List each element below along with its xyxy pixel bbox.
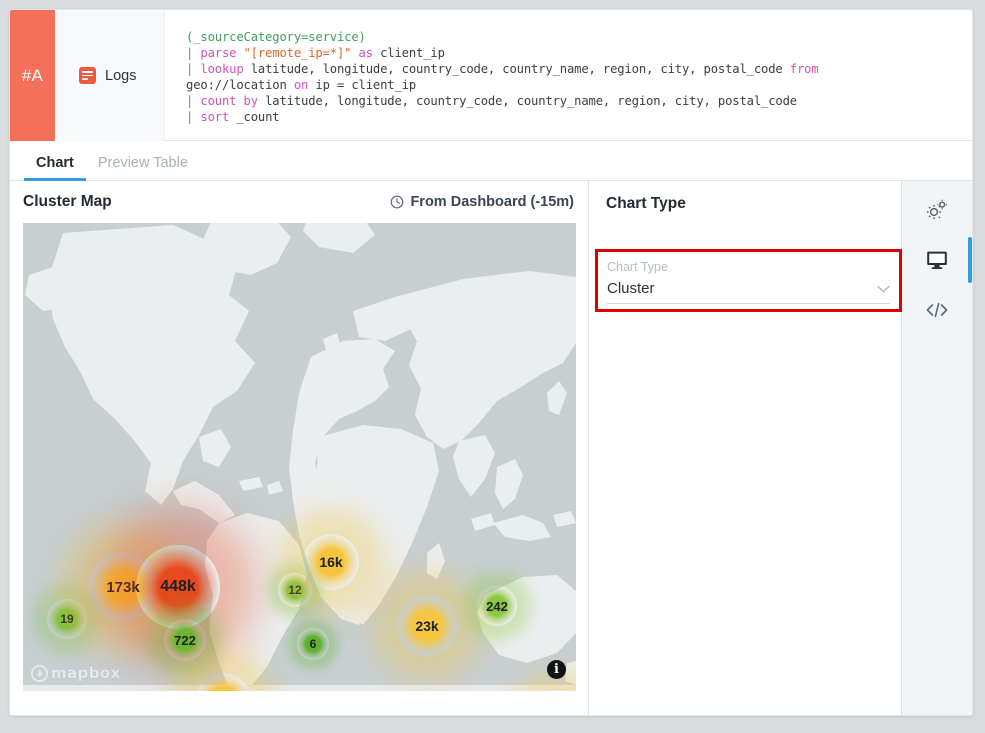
mapbox-wordmark: mapbox [51, 664, 121, 682]
gears-icon [926, 199, 947, 220]
rail-button-settings[interactable] [902, 185, 972, 235]
map-cluster-bubble[interactable]: 16k [303, 534, 359, 590]
rail-button-code[interactable] [902, 285, 972, 335]
chevron-down-icon [877, 285, 890, 292]
map-cluster-label: 173k [106, 578, 140, 596]
query-line-4: geo://location on ip = client_ip [186, 78, 416, 93]
map-cluster-label: 16k [319, 554, 343, 570]
logs-icon [79, 67, 96, 84]
chart-config-pane: Chart Type Chart Type Cluster [589, 181, 902, 715]
cluster-map[interactable]: 19173k448k72214k1216k623k2425.2k mapbox … [23, 223, 576, 691]
map-cluster-label: 19 [60, 612, 74, 626]
chart-type-highlight: Chart Type Cluster [595, 249, 902, 312]
rail-button-display[interactable] [902, 235, 972, 285]
map-cluster-bubble[interactable]: 12 [278, 573, 312, 607]
result-tabs: Chart Preview Table [10, 141, 972, 181]
code-brackets-icon [926, 302, 948, 318]
map-cluster-label: 23k [415, 618, 439, 634]
chart-title: Cluster Map [23, 193, 112, 210]
map-cluster-label: 722 [174, 632, 196, 648]
mapbox-attribution[interactable]: mapbox [31, 664, 121, 682]
map-cluster-label: 242 [486, 598, 508, 614]
clock-icon [391, 195, 404, 209]
mapbox-logo-icon [31, 664, 48, 682]
panel-icon-rail [902, 181, 972, 715]
map-cluster-label: 6 [309, 637, 317, 651]
map-cluster-bubble[interactable]: 722 [164, 619, 206, 661]
query-line-3: | lookup latitude, longitude, country_co… [186, 62, 819, 77]
map-cluster-bubble[interactable]: 448k [136, 545, 220, 629]
query-line-5: | count by latitude, longitude, country_… [186, 94, 797, 109]
query-source-selector[interactable]: Logs [55, 10, 165, 141]
query-bar: #A Logs (_sourceCategory=service) | pars… [10, 10, 972, 141]
map-cluster-bubble[interactable]: 242 [477, 586, 517, 626]
query-line-1: (_sourceCategory=service) [186, 30, 366, 44]
map-cluster-label: 12 [288, 583, 302, 597]
config-heading: Chart Type [606, 195, 686, 212]
info-icon[interactable]: i [547, 660, 566, 679]
chart-type-value: Cluster [607, 280, 655, 297]
map-cluster-bubble[interactable]: 6 [297, 628, 329, 660]
chart-type-field-label: Chart Type [607, 260, 668, 274]
tab-chart[interactable]: Chart [24, 155, 86, 181]
query-line-2: | parse "[remote_ip=*]" as client_ip [186, 46, 445, 61]
search-result-card: #A Logs (_sourceCategory=service) | pars… [9, 9, 973, 716]
chart-header: Cluster Map From Dashboard (-15m) [10, 181, 588, 223]
tab-preview-table[interactable]: Preview Table [97, 155, 188, 171]
map-cluster-bubble[interactable]: 19 [47, 599, 87, 639]
rail-selection-indicator [968, 237, 972, 283]
query-editor[interactable]: (_sourceCategory=service) | parse "[remo… [165, 10, 972, 140]
query-line-6: | sort _count [186, 110, 280, 125]
monitor-icon [927, 251, 947, 269]
time-range-label: From Dashboard (-15m) [410, 194, 574, 210]
query-source-label: Logs [105, 67, 137, 84]
chart-type-select[interactable]: Cluster [607, 280, 890, 304]
chart-pane: Cluster Map From Dashboard (-15m) [10, 181, 589, 715]
map-cluster-bubble[interactable]: 14k [195, 673, 251, 691]
map-cluster-bubble[interactable]: 23k [397, 596, 457, 656]
chart-workspace: Cluster Map From Dashboard (-15m) [10, 181, 972, 715]
map-cluster-label: 448k [160, 578, 196, 595]
time-range-indicator: From Dashboard (-15m) [390, 194, 574, 210]
query-letter-badge: #A [10, 10, 55, 141]
map-cluster-bubble[interactable]: 5.2k [532, 690, 576, 691]
